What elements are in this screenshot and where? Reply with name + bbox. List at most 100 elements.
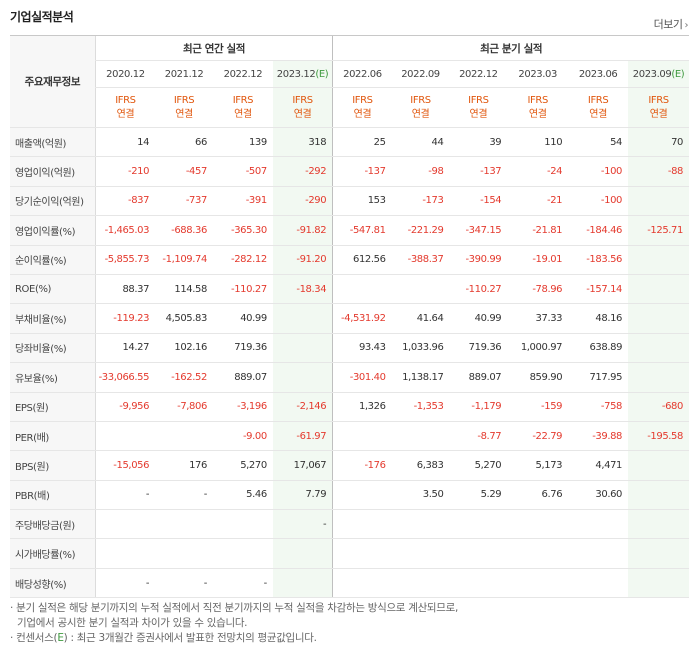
- table-cell: -282.12: [212, 245, 273, 275]
- table-cell: -388.37: [391, 245, 450, 275]
- table-cell: 859.90: [507, 362, 569, 393]
- basis-header: IFRS 연결: [507, 87, 569, 128]
- row-label: ROE(%): [10, 273, 96, 305]
- table-cell: -5,855.73: [94, 245, 156, 275]
- chevron-right-icon: ›: [684, 20, 689, 31]
- basis-top: IFRS: [410, 94, 431, 106]
- table-cell: -4,531.92: [332, 303, 392, 334]
- table-cell: -1,465.03: [94, 215, 156, 246]
- basis-header: IFRS 연결: [628, 87, 689, 128]
- table-cell: 1,033.96: [391, 333, 450, 364]
- table-cell: -221.29: [391, 215, 450, 246]
- table-cell: -39.88: [568, 421, 629, 452]
- table-cell: [628, 303, 689, 334]
- table-cell: 14.27: [94, 333, 156, 364]
- table-cell: -100: [568, 156, 629, 187]
- table-cell: [628, 186, 689, 217]
- table-cell: [332, 273, 392, 305]
- basis-bottom: 연결: [234, 108, 252, 120]
- table-cell: -7,806: [155, 391, 213, 422]
- table-cell: -301.40: [332, 362, 392, 393]
- table-cell: [332, 421, 392, 452]
- table-cell: [272, 568, 333, 599]
- table-cell: -18.34: [272, 273, 333, 305]
- table-cell: [449, 538, 508, 569]
- period-header: 2023.09(E): [628, 60, 689, 88]
- basis-top: IFRS: [468, 94, 489, 106]
- table-row: 순이익률(%) -5,855.73 -1,109.74 -282.12 -91.20 61…: [10, 245, 689, 275]
- table-cell: [628, 273, 689, 305]
- table-cell: [272, 333, 333, 364]
- more-link[interactable]: 더보기 ›: [653, 16, 689, 32]
- table-cell: -: [155, 479, 213, 511]
- footnote-2: · 컨센서스(E) : 최근 3개월간 증권사에서 발표한 전망치의 평균값입니…: [10, 632, 317, 644]
- basis-bottom: 연결: [175, 108, 193, 120]
- table-cell: 41.64: [391, 303, 450, 334]
- basis-header: IFRS 연결: [449, 87, 508, 128]
- basis-bottom: 연결: [353, 108, 372, 120]
- table-cell: -176: [332, 450, 392, 481]
- table-cell: -91.20: [272, 245, 333, 275]
- table-cell: -: [155, 568, 213, 599]
- table-cell: 318: [272, 127, 333, 158]
- table-row: EPS(원) -9,956 -7,806 -3,196 -2,146 1,326 -1,35…: [10, 391, 689, 422]
- table-cell: [628, 245, 689, 275]
- table-cell: 93.43: [332, 333, 392, 364]
- table-cell: -292: [272, 156, 333, 187]
- table-cell: -758: [568, 391, 629, 422]
- basis-header: IFRS 연결: [272, 87, 333, 128]
- table-cell: -173: [391, 186, 450, 217]
- table-cell: [568, 509, 629, 540]
- table-cell: -2,146: [272, 391, 333, 422]
- table-cell: -183.56: [568, 245, 629, 275]
- table-cell: [391, 421, 450, 452]
- row-label: 주당배당금(원): [10, 509, 96, 540]
- basis-top: IFRS: [527, 94, 549, 106]
- basis-top: IFRS: [232, 94, 254, 106]
- basis-bottom: 연결: [469, 108, 488, 120]
- table-cell: -390.99: [449, 245, 508, 275]
- table-cell: [212, 538, 273, 569]
- table-cell: [272, 362, 333, 393]
- table-cell: [94, 538, 156, 569]
- table-cell: 5.29: [449, 479, 508, 511]
- table-cell: [155, 538, 213, 569]
- table-cell: -210: [94, 156, 156, 187]
- table-cell: 5.46: [212, 479, 273, 511]
- table-row: 배당성향(%) - - -: [10, 568, 689, 599]
- row-label: 영업이익(억원): [10, 156, 96, 187]
- table-row: PBR(배) - -5.46 7.79 3.50 5.29 6.76 30.60: [10, 479, 689, 511]
- table-cell: 114.58: [155, 273, 213, 305]
- table-cell: 70: [628, 127, 689, 158]
- table-cell: 14: [94, 127, 156, 158]
- table-row: 주당배당금(원) -: [10, 509, 689, 540]
- table-cell: 37.33: [507, 303, 569, 334]
- basis-bottom: 연결: [528, 108, 547, 120]
- table-cell: 719.36: [212, 333, 273, 364]
- more-label: 더보기: [653, 18, 683, 31]
- table-cell: -137: [449, 156, 508, 187]
- table-cell: -33,066.55: [94, 362, 156, 393]
- table-cell: [449, 509, 508, 540]
- period-header: 2022.06: [332, 60, 392, 88]
- row-label: 시가배당률(%): [10, 538, 96, 569]
- table-cell: -507: [212, 156, 273, 187]
- table-cell: 5,270: [449, 450, 508, 481]
- table-row: 당좌비율(%) 14.27 102.16 719.36 93.43 1,033.96 719…: [10, 333, 689, 364]
- table-cell: -: [272, 509, 333, 540]
- table-cell: [507, 509, 569, 540]
- table-cell: -98: [391, 156, 450, 187]
- table-row: 영업이익(억원) -210 -457 -507 -292 -137 -98 -137 -24 -1…: [10, 156, 689, 187]
- table-cell: [155, 421, 213, 452]
- table-cell: -15,056: [94, 450, 156, 481]
- table-cell: -1,179: [449, 391, 508, 422]
- table-cell: 638.89: [568, 333, 629, 364]
- table-cell: [628, 479, 689, 511]
- table-cell: -91.82: [272, 215, 333, 246]
- row-label: EPS(원): [10, 391, 96, 422]
- row-label: 부채비율(%): [10, 303, 96, 334]
- period-header: 2022.09: [391, 60, 450, 88]
- table-cell: -: [94, 479, 156, 511]
- table-cell: -1,353: [391, 391, 450, 422]
- table-cell: [628, 333, 689, 364]
